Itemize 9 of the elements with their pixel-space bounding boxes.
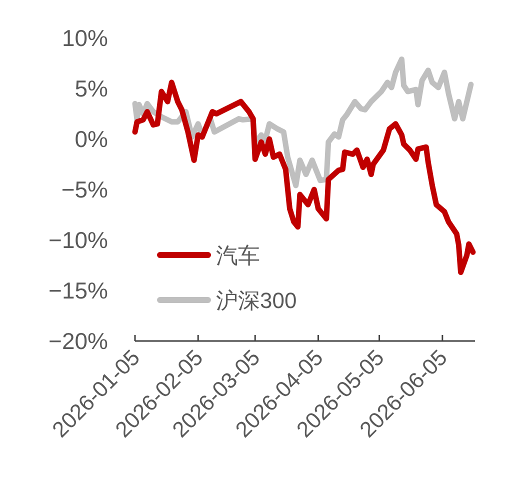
legend-label: 汽车 [216, 243, 260, 268]
y-tick-label: 0% [74, 126, 108, 152]
y-tick-label: −20% [48, 328, 108, 354]
y-tick-label: −15% [48, 278, 108, 304]
y-tick-label: −5% [61, 176, 108, 202]
legend-label: 沪深300 [216, 288, 297, 313]
y-tick-label: 5% [74, 76, 108, 102]
y-tick-label: −10% [48, 227, 108, 253]
y-tick-label: 10% [62, 25, 108, 51]
